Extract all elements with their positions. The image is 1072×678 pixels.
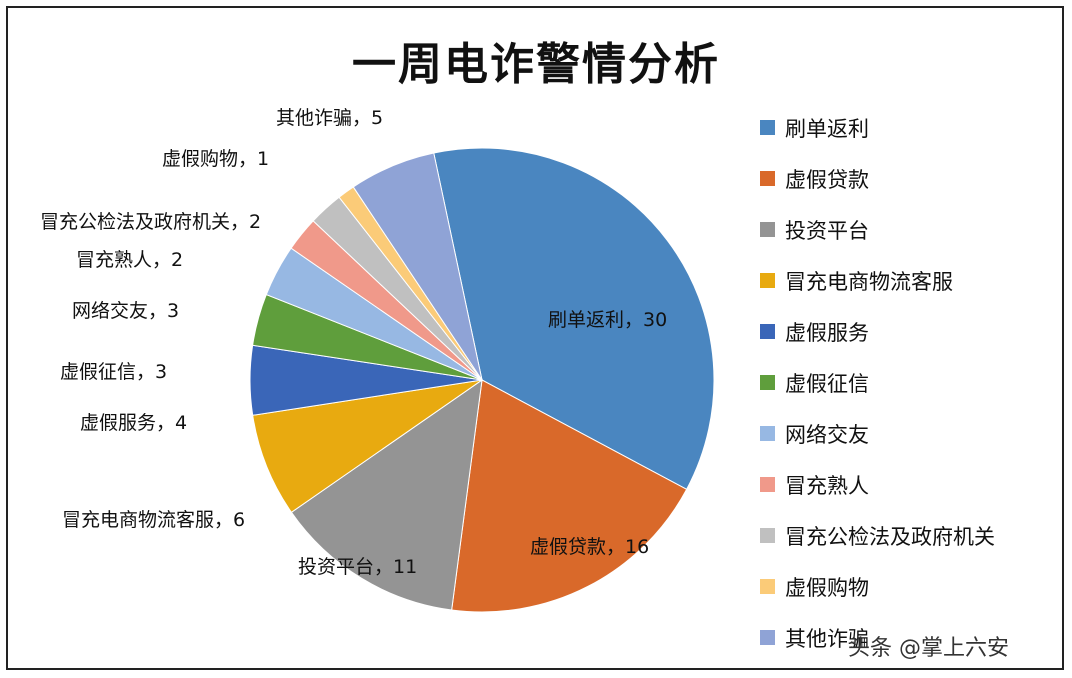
data-label: 虚假服务，4 <box>80 412 188 434</box>
legend-label: 网络交友 <box>785 422 869 447</box>
legend-item: 虚假购物 <box>760 561 995 612</box>
legend-label: 冒充熟人 <box>785 473 869 498</box>
legend-label: 冒充公检法及政府机关 <box>785 524 995 549</box>
legend-label: 冒充电商物流客服 <box>785 269 953 294</box>
legend-label: 其他诈骗 <box>785 626 869 651</box>
legend-item: 其他诈骗 <box>760 612 995 663</box>
legend-label: 投资平台 <box>785 218 869 243</box>
legend-swatch <box>760 324 775 339</box>
data-label: 冒充电商物流客服，6 <box>62 509 246 531</box>
data-label: 虚假贷款，16 <box>530 536 650 558</box>
chart-title: 一周电诈警情分析 <box>352 39 720 90</box>
data-label: 网络交友，3 <box>72 300 180 322</box>
legend-item: 冒充公检法及政府机关 <box>760 510 995 561</box>
legend-swatch <box>760 477 775 492</box>
legend-swatch <box>760 120 775 135</box>
pie-slice <box>252 379 483 514</box>
legend-swatch <box>760 375 775 390</box>
legend-item: 虚假服务 <box>760 306 995 357</box>
pie-slice <box>451 379 688 613</box>
legend-swatch <box>760 630 775 645</box>
legend-swatch <box>760 171 775 186</box>
legend: 刷单返利虚假贷款投资平台冒充电商物流客服 虚假服务虚假征信网络交友冒充熟人冒充公检… <box>760 102 995 663</box>
legend-item: 冒充电商物流客服 <box>760 255 995 306</box>
legend-label: 虚假贷款 <box>785 167 869 192</box>
legend-label: 虚假征信 <box>785 371 869 396</box>
legend-label: 虚假服务 <box>785 320 869 345</box>
watermark: 头条 @掌上六安 <box>848 636 1009 661</box>
data-label: 冒充公检法及政府机关，2 <box>40 211 262 233</box>
data-label: 刷单返利，30 <box>548 309 668 331</box>
legend-swatch <box>760 426 775 441</box>
data-label: 冒充熟人，2 <box>76 249 184 271</box>
pie-slice <box>352 152 483 381</box>
legend-item: 虚假征信 <box>760 357 995 408</box>
legend-item: 刷单返利 <box>760 102 995 153</box>
legend-swatch <box>760 222 775 237</box>
legend-item: 网络交友 <box>760 408 995 459</box>
data-label: 虚假征信，3 <box>60 361 168 383</box>
data-label: 投资平台，11 <box>298 556 418 578</box>
pie-slice <box>433 147 715 491</box>
data-label: 其他诈骗，5 <box>276 107 384 129</box>
legend-swatch <box>760 528 775 543</box>
pie-slice <box>290 378 483 611</box>
legend-label: 虚假购物 <box>785 575 869 600</box>
legend-item: 虚假贷款 <box>760 153 995 204</box>
legend-item: 冒充熟人 <box>760 459 995 510</box>
legend-item: 投资平台 <box>760 204 995 255</box>
legend-label: 刷单返利 <box>785 116 869 141</box>
data-label: 虚假购物，1 <box>162 148 270 170</box>
legend-swatch <box>760 273 775 288</box>
legend-swatch <box>760 579 775 594</box>
